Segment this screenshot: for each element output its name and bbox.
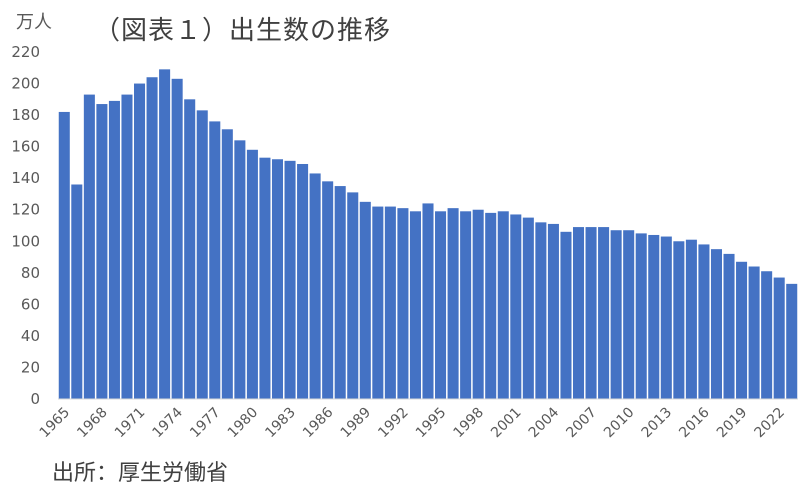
bar-1980 xyxy=(246,149,258,399)
bar-2020 xyxy=(748,266,760,399)
x-tick-label: 1989 xyxy=(338,405,375,442)
bar-1990 xyxy=(372,206,384,399)
bar-1977 xyxy=(209,121,221,400)
x-tick-label: 1992 xyxy=(375,405,412,442)
bar-1989 xyxy=(359,201,371,399)
bar-2004 xyxy=(547,223,559,399)
bar-2021 xyxy=(761,271,773,399)
bar-2007 xyxy=(585,227,597,399)
bar-1975 xyxy=(184,99,196,399)
bar-1998 xyxy=(472,209,484,399)
bar-1978 xyxy=(221,129,233,400)
bar-2006 xyxy=(572,227,585,399)
y-tick-label: 60 xyxy=(21,295,40,313)
bar-2000 xyxy=(497,211,509,399)
bar-1971 xyxy=(134,83,146,400)
bar-1966 xyxy=(71,184,83,399)
x-tick-label: 1983 xyxy=(262,405,299,442)
bar-1967 xyxy=(83,94,95,399)
bar-1992 xyxy=(397,208,409,399)
bar-1969 xyxy=(108,100,120,400)
bar-1983 xyxy=(284,160,296,399)
x-tick-label: 1968 xyxy=(74,405,111,442)
bar-1982 xyxy=(271,159,284,399)
y-tick-label: 20 xyxy=(21,358,40,376)
bar-2013 xyxy=(660,236,672,399)
x-tick-label: 1977 xyxy=(187,405,224,442)
bar-1984 xyxy=(297,163,309,399)
x-tick-label: 1980 xyxy=(225,405,262,442)
bar-1985 xyxy=(309,173,321,399)
bar-1995 xyxy=(435,211,447,399)
x-tick-label: 2004 xyxy=(526,404,563,441)
bar-1987 xyxy=(334,186,346,399)
bar-2008 xyxy=(598,227,610,399)
x-tick-label: 2007 xyxy=(563,405,600,442)
y-axis: 0 20 40 60 80 100 120 140 160 180 200 220 xyxy=(11,43,40,408)
bar-2002 xyxy=(522,217,534,399)
bar-1997 xyxy=(460,211,472,399)
bar-2011 xyxy=(635,233,647,399)
bar-series xyxy=(58,69,798,400)
bar-1981 xyxy=(259,157,271,399)
y-tick-label: 80 xyxy=(21,264,40,282)
x-tick-label: 2001 xyxy=(488,405,525,442)
bar-1976 xyxy=(196,110,208,400)
bar-1988 xyxy=(347,192,359,399)
bar-2023 xyxy=(786,283,798,399)
bar-1986 xyxy=(322,181,334,399)
x-tick-label: 1986 xyxy=(300,404,337,441)
source-note: 出所：厚生労働省 xyxy=(52,461,229,486)
bar-1993 xyxy=(409,211,421,399)
x-tick-label: 2013 xyxy=(639,405,676,442)
x-tick-label: 2019 xyxy=(714,405,751,442)
bar-1979 xyxy=(234,140,246,399)
x-tick-label: 1998 xyxy=(450,405,487,442)
y-tick-label: 140 xyxy=(11,169,40,187)
bar-2010 xyxy=(623,230,635,399)
y-tick-label: 40 xyxy=(21,327,40,345)
bar-2017 xyxy=(710,249,722,399)
y-tick-label: 180 xyxy=(11,106,40,124)
bar-1999 xyxy=(485,212,497,399)
bar-1996 xyxy=(447,208,459,399)
x-tick-label: 2022 xyxy=(751,405,788,442)
y-tick-label: 220 xyxy=(11,43,40,61)
bar-2019 xyxy=(736,261,748,399)
x-tick-label: 2016 xyxy=(676,404,713,441)
y-unit-label: 万人 xyxy=(16,12,52,33)
bar-1973 xyxy=(159,69,171,399)
y-tick-label: 0 xyxy=(30,390,40,408)
x-tick-label: 1974 xyxy=(149,404,186,441)
x-tick-label: 2010 xyxy=(601,405,638,442)
y-tick-label: 200 xyxy=(11,75,40,93)
x-axis: 1965 1968 1971 1974 1977 1980 1983 1986 1989 1992… xyxy=(37,404,788,441)
x-tick-label: 1971 xyxy=(112,405,149,442)
bar-2012 xyxy=(648,234,660,399)
bar-2015 xyxy=(685,239,697,399)
bar-1965 xyxy=(58,111,70,399)
bar-1974 xyxy=(171,78,183,399)
bar-2005 xyxy=(560,231,572,399)
bar-2014 xyxy=(673,241,685,399)
bar-1968 xyxy=(96,104,108,400)
y-tick-label: 120 xyxy=(11,201,40,219)
chart-title: （図表１）出生数の推移 xyxy=(94,16,392,46)
x-tick-label: 1995 xyxy=(413,405,450,442)
bar-2022 xyxy=(773,277,785,399)
bar-1972 xyxy=(146,77,158,400)
bar-2018 xyxy=(723,253,735,399)
bar-2001 xyxy=(510,214,522,399)
bar-1970 xyxy=(121,94,133,399)
bar-2003 xyxy=(535,222,547,399)
bar-1991 xyxy=(384,206,396,399)
y-tick-label: 160 xyxy=(11,138,40,156)
y-tick-label: 100 xyxy=(11,232,40,250)
bar-2016 xyxy=(698,244,710,399)
bar-1994 xyxy=(422,203,434,399)
x-tick-label: 1965 xyxy=(37,405,74,442)
bar-2009 xyxy=(610,230,622,399)
